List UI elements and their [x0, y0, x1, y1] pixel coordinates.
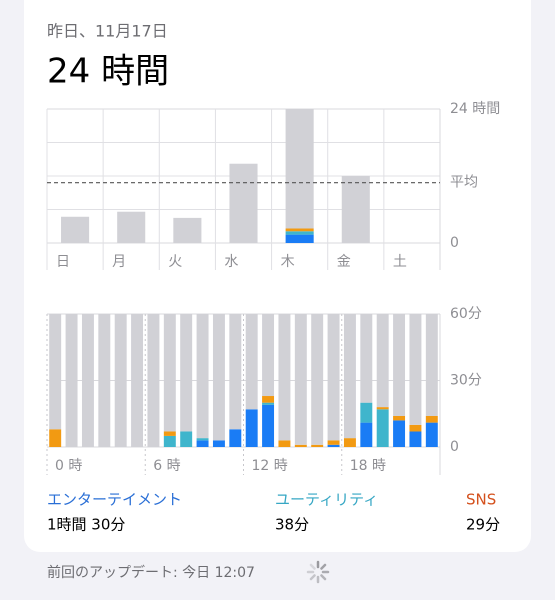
x-tick-label: 水 — [224, 254, 238, 270]
bar-segment — [131, 314, 144, 447]
bar-segment — [229, 314, 242, 430]
bar-segment — [343, 314, 356, 439]
x-tick-label: 0 時 — [55, 458, 82, 474]
bar-segment — [285, 234, 314, 243]
bar-segment — [393, 314, 406, 416]
bar-segment — [262, 396, 275, 403]
bar-segment — [393, 420, 406, 447]
bar-segment — [49, 314, 62, 430]
bar-segment — [341, 176, 370, 243]
bar-segment — [180, 431, 193, 447]
legend-name: SNS — [466, 491, 496, 509]
bar-segment — [360, 422, 373, 447]
date: 昨日、11月17日 — [47, 22, 168, 41]
bar-segment — [360, 402, 373, 423]
bar-segment — [229, 163, 258, 243]
bar-segment — [117, 211, 146, 243]
bar-segment — [147, 314, 160, 447]
y-tick-label: 24 時間 — [450, 101, 500, 117]
bar-segment — [343, 438, 356, 447]
bar-segment — [173, 217, 202, 243]
bar-segment — [278, 314, 291, 441]
bar-segment — [294, 314, 307, 445]
bar-segment — [425, 314, 438, 416]
bar-segment — [262, 404, 275, 447]
legend-duration: 29分 — [466, 516, 500, 534]
x-tick-label: 日 — [56, 254, 70, 270]
x-tick-label: 月 — [112, 254, 126, 270]
footer: 前回のアップデート: 今日 12:07 — [47, 564, 255, 581]
bar-segment — [212, 314, 225, 441]
x-tick-label: 6 時 — [153, 458, 180, 474]
bar-segment — [409, 431, 422, 447]
bar-segment — [376, 314, 389, 408]
bar-segment — [376, 409, 389, 447]
x-tick-label: 金 — [337, 254, 351, 270]
legend-duration: 1時間 30分 — [47, 516, 125, 534]
bar-segment — [61, 216, 90, 243]
bar-segment — [327, 314, 340, 441]
bar-segment — [245, 314, 258, 410]
bar-segment — [163, 314, 176, 432]
bar-segment — [285, 109, 314, 229]
bar-segment — [229, 429, 242, 447]
bar-segment — [212, 440, 225, 447]
spinner — [306, 560, 330, 584]
x-tick-label: 火 — [168, 254, 182, 270]
bar-segment — [360, 314, 373, 403]
bar-segment — [196, 438, 209, 441]
total-time: 24 時間 — [47, 52, 169, 92]
bar-segment — [163, 435, 176, 447]
bar-segment — [65, 314, 78, 447]
bar-segment — [425, 422, 438, 447]
average-label: 平均 — [450, 175, 478, 191]
bar-segment — [245, 409, 258, 447]
bar-segment — [278, 440, 291, 447]
bar-segment — [196, 314, 209, 439]
y-tick-label: 0 — [450, 439, 459, 455]
bar-segment — [376, 407, 389, 410]
bar-segment — [285, 228, 314, 232]
bar-segment — [49, 429, 62, 447]
legend-name: ユーティリティ — [275, 491, 378, 509]
y-tick-label: 30分 — [450, 373, 482, 389]
bar-segment — [163, 431, 176, 436]
bar-segment — [262, 402, 275, 405]
legend-name: エンターテイメント — [47, 491, 182, 509]
bar-segment — [327, 444, 340, 447]
bar-segment — [81, 314, 94, 447]
x-tick-label: 木 — [281, 254, 295, 270]
bar-segment — [327, 440, 340, 445]
bar-segment — [311, 314, 324, 445]
bar-segment — [98, 314, 111, 447]
bar-segment — [196, 440, 209, 447]
bar-segment — [262, 314, 275, 397]
x-tick-label: 12 時 — [252, 458, 288, 474]
bar-segment — [294, 444, 307, 447]
bar-segment — [114, 314, 127, 447]
x-tick-label: 18 時 — [350, 458, 386, 474]
legend-duration: 38分 — [275, 516, 309, 534]
y-tick-label: 60分 — [450, 306, 482, 322]
bar-segment — [285, 231, 314, 235]
x-tick-label: 土 — [393, 254, 407, 270]
bar-segment — [393, 415, 406, 421]
y-tick-label: 0 — [450, 235, 459, 251]
bar-segment — [409, 314, 422, 425]
bar-segment — [311, 444, 324, 447]
bar-segment — [180, 314, 193, 432]
bar-segment — [425, 415, 438, 423]
bar-segment — [409, 424, 422, 432]
